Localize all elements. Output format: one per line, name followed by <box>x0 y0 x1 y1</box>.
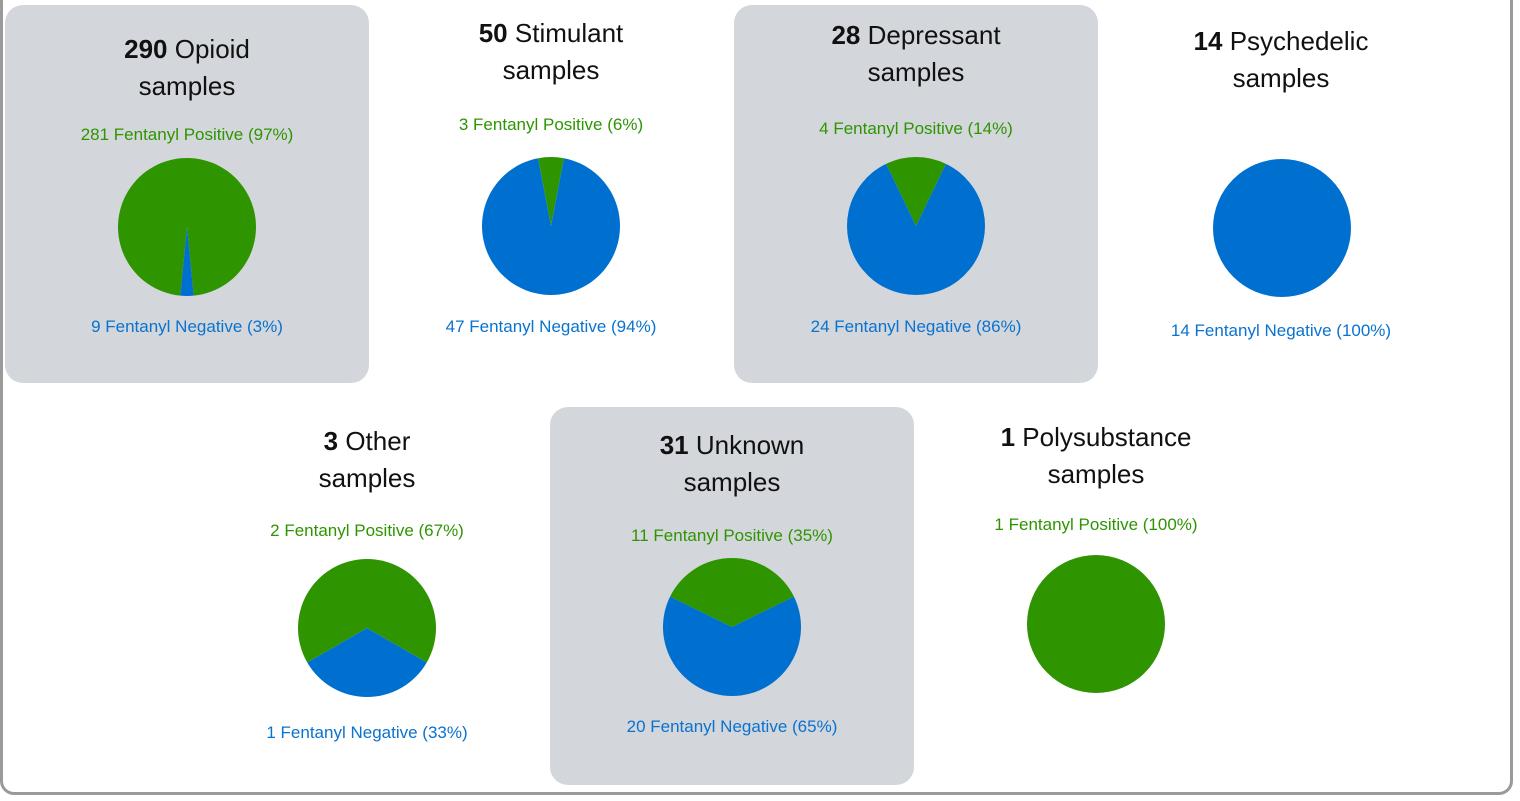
sample-count: 50 <box>478 18 508 48</box>
negative-slice <box>307 628 427 697</box>
card-title-line1: 14 Psychedelic <box>1099 23 1463 60</box>
positive-label: 11 Fentanyl Positive (35%) <box>631 526 833 545</box>
samples-word: samples <box>1232 63 1330 93</box>
card-title: 290 Opioid samples <box>5 31 369 105</box>
category-name: Other <box>345 426 411 456</box>
pie-chart <box>1213 159 1351 297</box>
other-card: 3 Other samples 2 Fentanyl Positive (67%… <box>185 407 549 785</box>
negative-slice <box>1213 159 1351 297</box>
positive-slice <box>1027 555 1165 693</box>
sample-count: 3 <box>323 426 339 456</box>
opioid-card: 290 Opioid samples 281 Fentanyl Positive… <box>5 5 369 383</box>
depressant-card: 28 Depressant samples 4 Fentanyl Positiv… <box>734 5 1098 383</box>
negative-slice <box>180 227 194 296</box>
pie-chart <box>847 157 985 295</box>
positive-slice <box>538 157 564 226</box>
category-name: Psychedelic <box>1229 26 1369 56</box>
card-title-line1: 28 Depressant <box>734 17 1098 54</box>
negative-slice <box>482 158 620 295</box>
card-title: 31 Unknown samples <box>550 427 914 501</box>
sample-count: 28 <box>831 20 861 50</box>
sample-count: 1 <box>1000 422 1016 452</box>
pie-chart <box>482 157 620 295</box>
psychedelic-card: 14 Psychedelic samples 14 Fentanyl Negat… <box>1099 5 1463 383</box>
sample-count: 14 <box>1193 26 1223 56</box>
card-title-line1: 290 Opioid <box>5 31 369 68</box>
stimulant-card: 50 Stimulant samples 3 Fentanyl Positive… <box>369 5 733 383</box>
card-title: 1 Polysubstance samples <box>914 419 1278 493</box>
negative-slice <box>847 163 985 295</box>
card-title: 14 Psychedelic samples <box>1099 23 1463 97</box>
samples-word: samples <box>318 463 416 493</box>
category-name: Opioid <box>174 34 250 64</box>
negative-label: 14 Fentanyl Negative (100%) <box>1170 321 1392 340</box>
positive-label: 3 Fentanyl Positive (6%) <box>458 115 644 134</box>
pie-chart <box>1027 555 1165 693</box>
samples-word: samples <box>867 57 965 87</box>
sample-count: 290 <box>124 34 168 64</box>
samples-word: samples <box>138 71 236 101</box>
positive-label: 2 Fentanyl Positive (67%) <box>270 521 464 540</box>
negative-slice <box>663 596 801 696</box>
positive-slice <box>886 157 946 226</box>
card-title-line1: 3 Other <box>185 423 549 460</box>
card-title-line1: 50 Stimulant <box>369 15 733 52</box>
positive-slice <box>118 158 256 296</box>
negative-label: 9 Fentanyl Negative (3%) <box>91 317 283 336</box>
category-name: Depressant <box>867 20 1001 50</box>
positive-label: 4 Fentanyl Positive (14%) <box>819 119 1013 138</box>
polysubstance-card: 1 Polysubstance samples 1 Fentanyl Posit… <box>914 407 1278 785</box>
unknown-card: 31 Unknown samples 11 Fentanyl Positive … <box>550 407 914 785</box>
negative-label: 24 Fentanyl Negative (86%) <box>810 317 1022 336</box>
card-title: 3 Other samples <box>185 423 549 497</box>
category-name: Stimulant <box>514 18 624 48</box>
positive-label: 281 Fentanyl Positive (97%) <box>80 125 294 144</box>
card-title: 50 Stimulant samples <box>369 15 733 89</box>
negative-label: 47 Fentanyl Negative (94%) <box>445 317 657 336</box>
pie-chart <box>298 559 436 697</box>
category-name: Unknown <box>695 430 805 460</box>
card-title: 28 Depressant samples <box>734 17 1098 91</box>
pie-chart <box>118 158 256 296</box>
samples-word: samples <box>683 467 781 497</box>
samples-word: samples <box>502 55 600 85</box>
card-title-line1: 1 Polysubstance <box>914 419 1278 456</box>
negative-label: 20 Fentanyl Negative (65%) <box>626 717 838 736</box>
sample-count: 31 <box>659 430 689 460</box>
positive-slice <box>298 559 436 663</box>
card-title-line1: 31 Unknown <box>550 427 914 464</box>
pie-chart <box>663 558 801 696</box>
negative-label: 1 Fentanyl Negative (33%) <box>266 723 468 742</box>
samples-word: samples <box>1047 459 1145 489</box>
positive-slice <box>670 558 794 627</box>
category-name: Polysubstance <box>1022 422 1192 452</box>
positive-label: 1 Fentanyl Positive (100%) <box>994 515 1198 534</box>
